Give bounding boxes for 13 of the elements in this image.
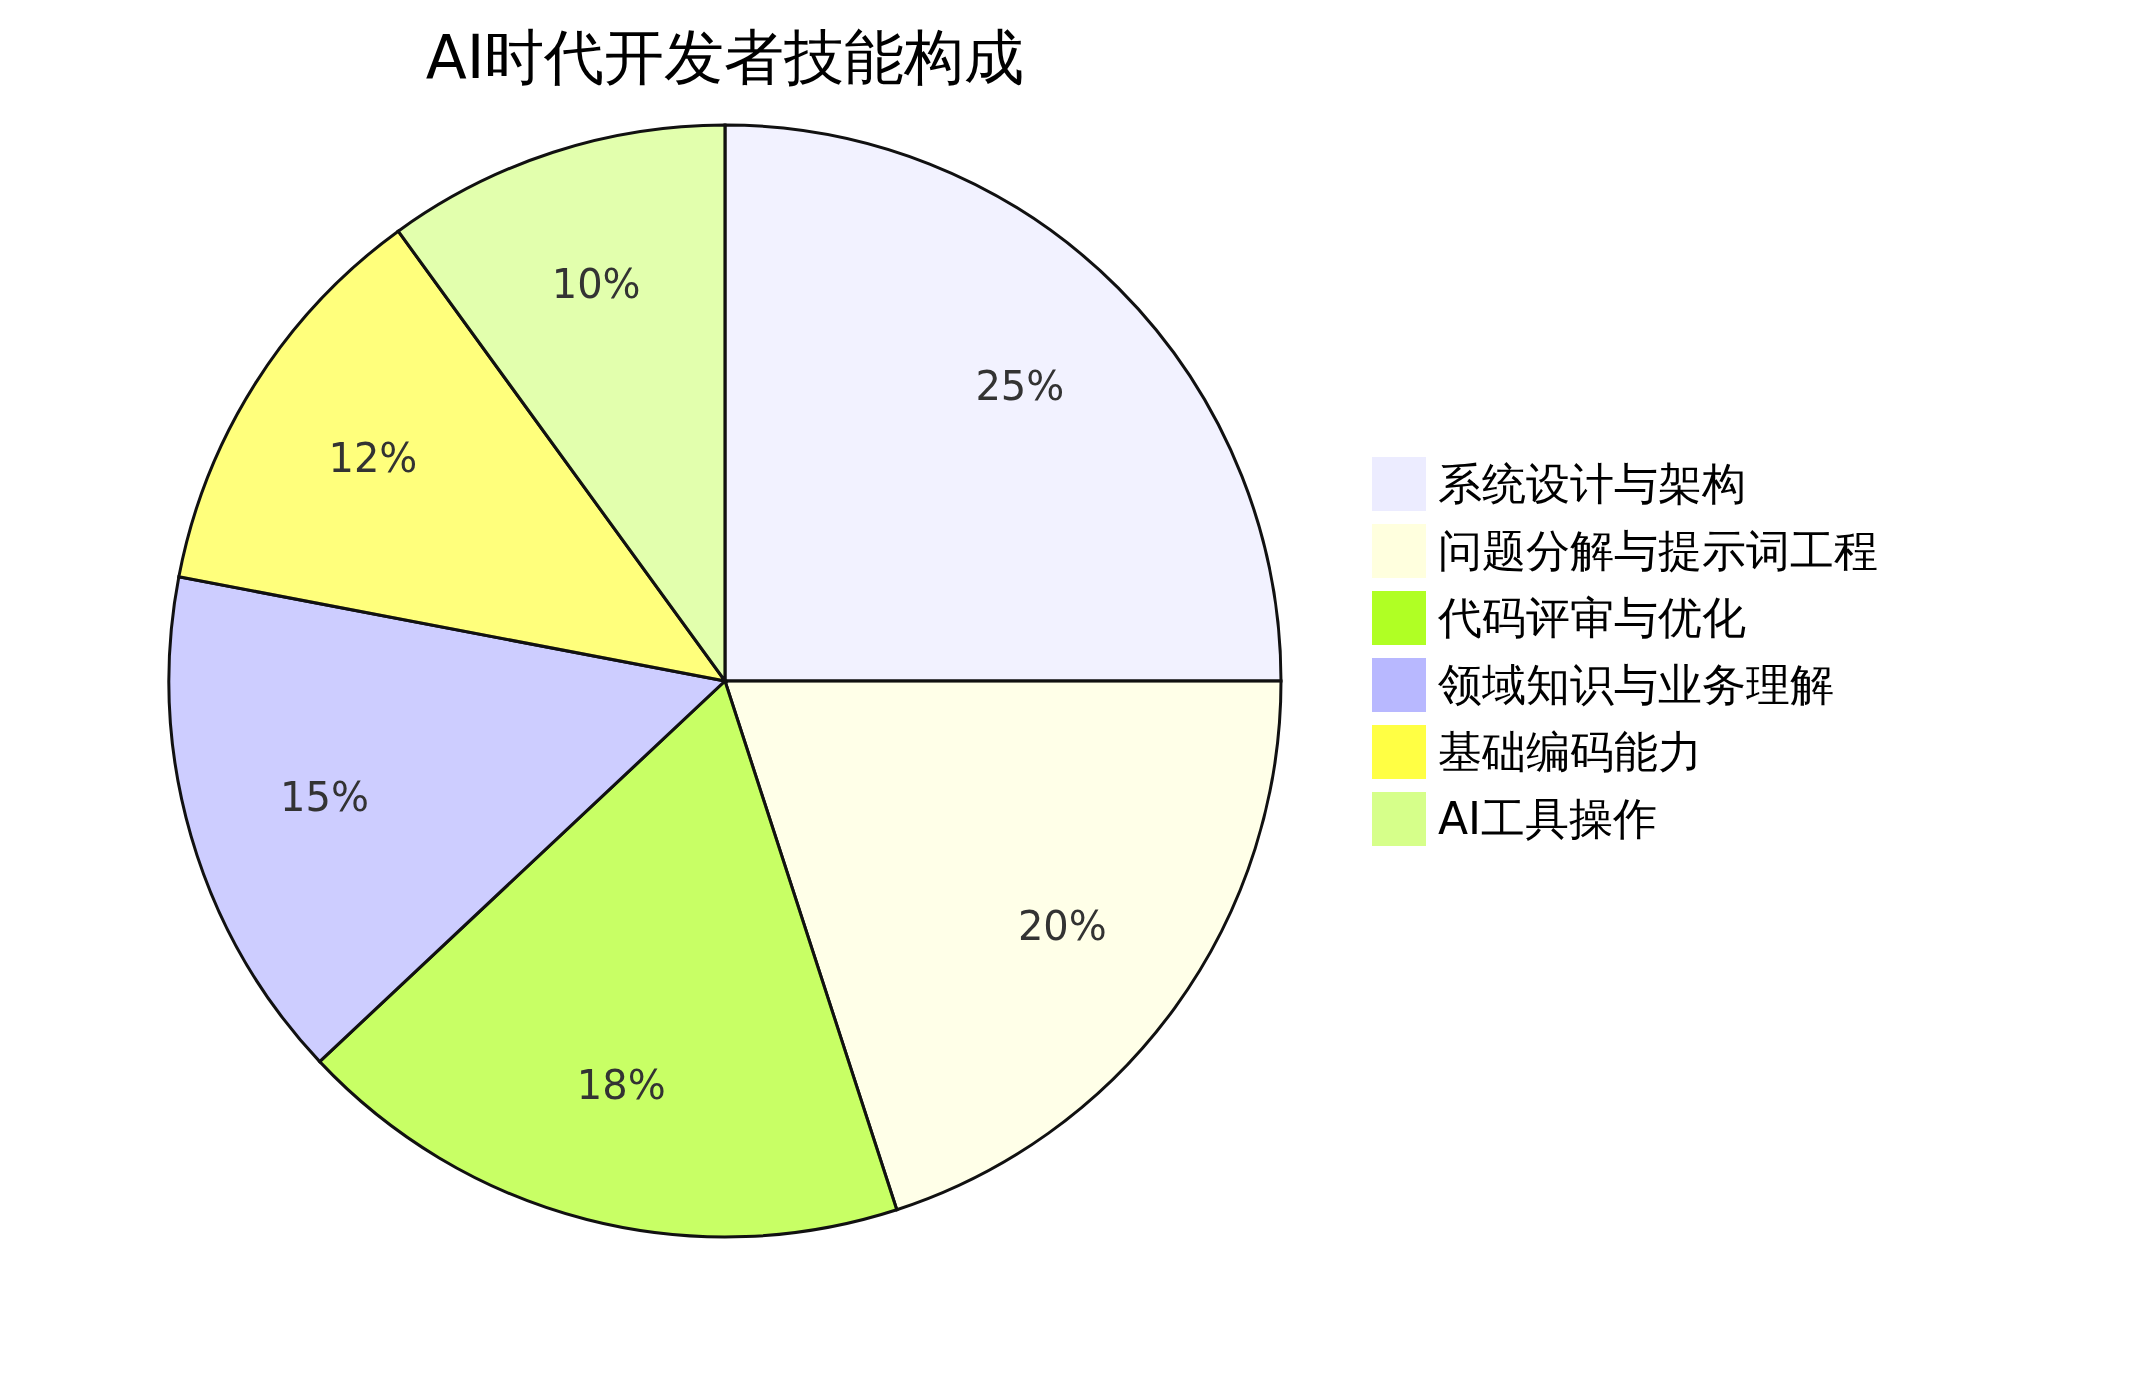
- legend-label: 基础编码能力: [1438, 726, 1702, 778]
- legend-label: 问题分解与提示词工程: [1438, 525, 1878, 577]
- legend-label: 系统设计与架构: [1438, 458, 1746, 510]
- legend-label: AI工具操作: [1438, 793, 1658, 845]
- legend-label: 代码评审与优化: [1437, 592, 1746, 644]
- legend-label: 领域知识与业务理解: [1438, 659, 1834, 711]
- data-label: 25%: [975, 363, 1065, 410]
- data-label: 20%: [1017, 903, 1107, 950]
- chart-title: AI时代开发者技能构成: [425, 22, 1025, 92]
- data-label: 12%: [328, 434, 418, 481]
- data-label: 15%: [280, 774, 370, 821]
- data-label: 10%: [551, 261, 641, 308]
- data-label: 18%: [576, 1061, 666, 1108]
